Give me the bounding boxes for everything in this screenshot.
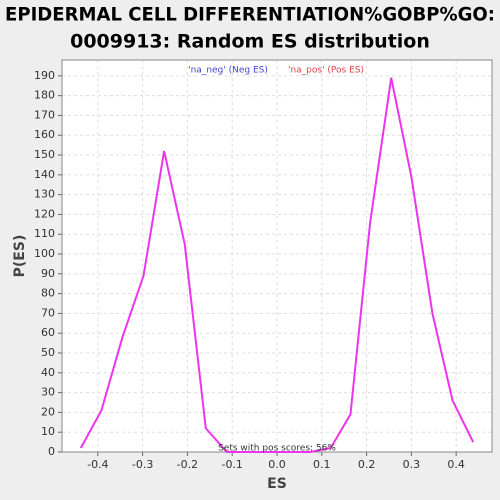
y-tick-label: 90: [41, 267, 55, 280]
x-tick-label: 0.2: [358, 458, 376, 471]
y-tick-label: 40: [41, 366, 55, 379]
legend-entry: 'na_neg' (Neg ES): [188, 66, 268, 76]
legend-entry: 'na_pos' (Pos ES): [288, 66, 364, 76]
y-tick-label: 110: [34, 227, 55, 240]
y-tick-label: 180: [34, 89, 55, 102]
x-tick-label: -0.4: [87, 458, 108, 471]
x-tick-label: -0.3: [132, 458, 153, 471]
y-tick-label: 50: [41, 346, 55, 359]
y-axis-label: P(ES): [12, 235, 28, 278]
y-tick-label: 170: [34, 108, 55, 121]
x-tick-label: 0.0: [268, 458, 286, 471]
y-tick-label: 30: [41, 386, 55, 399]
x-tick-label: -0.2: [177, 458, 198, 471]
y-tick-label: 160: [34, 128, 55, 141]
y-tick-label: 0: [48, 445, 55, 458]
y-tick-label: 190: [34, 69, 55, 82]
y-tick-label: 130: [34, 188, 55, 201]
chart-title: 0009913: Random ES distribution: [70, 31, 430, 53]
chart-title: EPIDERMAL CELL DIFFERENTIATION%GOBP%GO:: [5, 4, 495, 26]
annotation: Sets with pos scores: 56%: [218, 444, 336, 454]
y-tick-label: 10: [41, 425, 55, 438]
x-tick-label: 0.1: [313, 458, 331, 471]
y-tick-label: 100: [34, 247, 55, 260]
y-tick-label: 120: [34, 207, 55, 220]
y-tick-label: 70: [41, 306, 55, 319]
y-tick-label: 80: [41, 287, 55, 300]
x-tick-label: -0.1: [221, 458, 242, 471]
x-tick-label: 0.4: [447, 458, 465, 471]
plot-area: [62, 60, 492, 452]
x-axis-label: ES: [267, 476, 287, 492]
x-tick-label: 0.3: [403, 458, 421, 471]
y-tick-label: 20: [41, 405, 55, 418]
y-tick-label: 60: [41, 326, 55, 339]
y-tick-label: 140: [34, 168, 55, 181]
y-tick-label: 150: [34, 148, 55, 161]
